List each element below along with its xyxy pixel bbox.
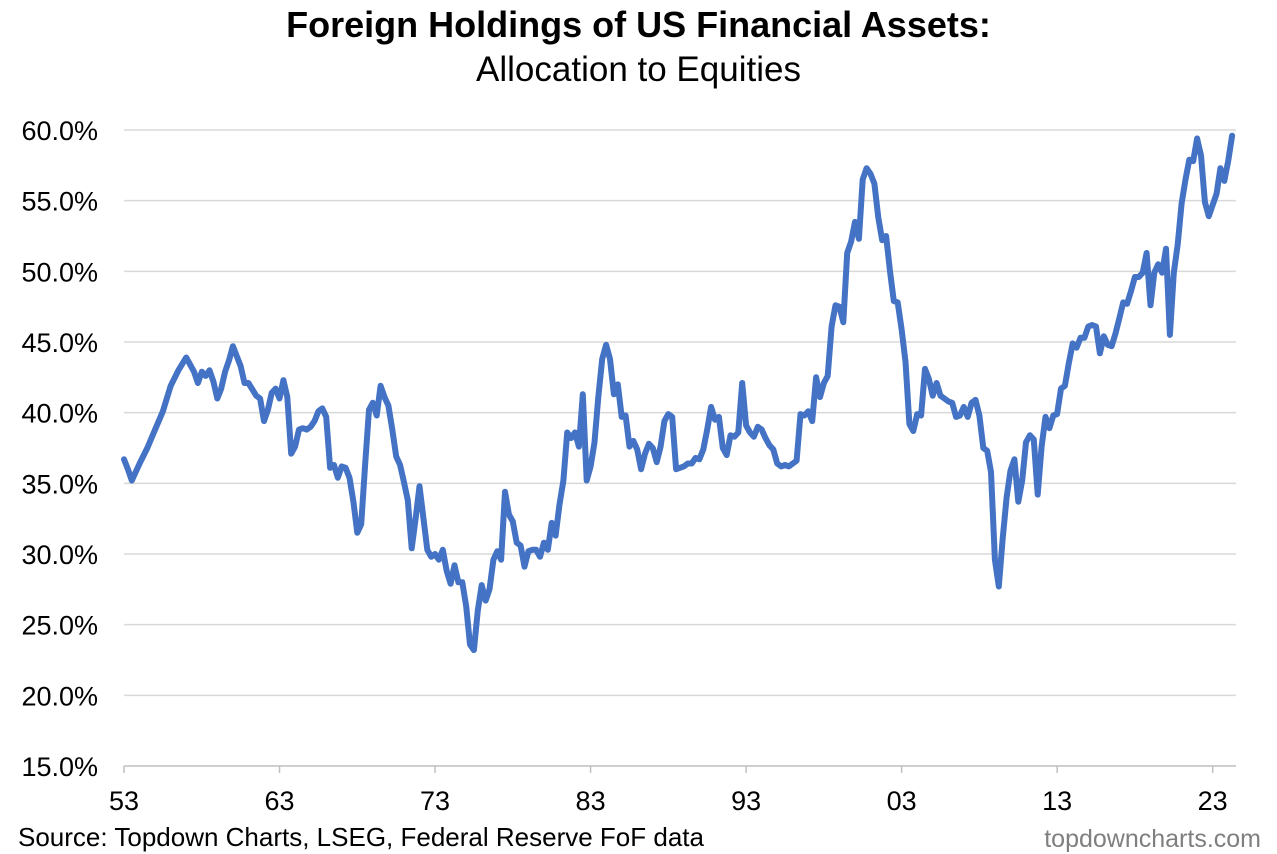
series-line — [121, 132, 1236, 654]
axes: 15.0% 20.0% 25.0% 30.0% 35.0% 40.0% 45.0% 50.0%… — [21, 116, 1236, 816]
gridlines — [124, 129, 1236, 697]
y-tick-label: 45.0% — [21, 328, 98, 358]
y-tick-label: 55.0% — [21, 187, 98, 217]
y-tick-label: 15.0% — [21, 752, 98, 782]
series-layer — [121, 132, 1236, 654]
y-tick-label: 50.0% — [21, 257, 98, 287]
x-tick-label: 53 — [109, 786, 139, 816]
brand-watermark: topdowncharts.com — [1044, 825, 1261, 853]
x-tick-label: 73 — [420, 786, 450, 816]
x-tick-label: 23 — [1198, 786, 1228, 816]
x-tick-label: 03 — [887, 786, 917, 816]
y-tick-label: 25.0% — [21, 611, 98, 641]
y-tick-label: 60.0% — [21, 116, 98, 146]
y-tick-label: 35.0% — [21, 469, 98, 499]
chart-title: Foreign Holdings of US Financial Assets: — [286, 4, 991, 45]
y-tick-label: 30.0% — [21, 540, 98, 570]
x-tick-label: 83 — [576, 786, 606, 816]
x-tick-label: 63 — [265, 786, 295, 816]
x-tick-label: 13 — [1042, 786, 1072, 816]
source-note: Source: Topdown Charts, LSEG, Federal Re… — [18, 822, 704, 852]
y-tick-label: 40.0% — [21, 399, 98, 429]
y-tick-label: 20.0% — [21, 681, 98, 711]
x-tick-label: 93 — [731, 786, 761, 816]
chart-subtitle: Allocation to Equities — [476, 50, 801, 89]
